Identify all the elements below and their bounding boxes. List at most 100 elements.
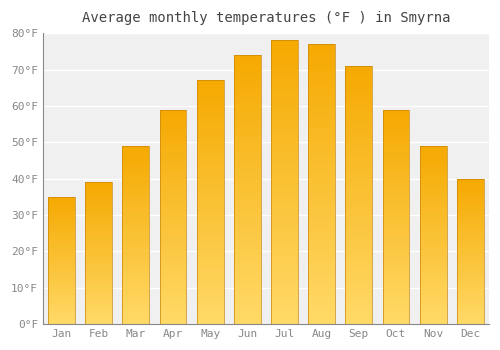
Bar — [420, 231, 446, 235]
Bar — [346, 319, 372, 324]
Bar — [346, 293, 372, 298]
Bar — [308, 167, 335, 173]
Bar — [234, 318, 260, 324]
Bar — [457, 257, 483, 260]
Bar — [197, 266, 224, 271]
Bar — [122, 271, 149, 274]
Bar — [86, 182, 112, 185]
Bar — [308, 296, 335, 302]
Bar — [382, 127, 409, 131]
Bar — [234, 179, 260, 184]
Bar — [457, 199, 483, 202]
Bar — [48, 210, 75, 212]
Bar — [234, 200, 260, 206]
Bar — [382, 208, 409, 212]
Bar — [197, 159, 224, 163]
Bar — [122, 146, 149, 149]
Bar — [48, 263, 75, 266]
Bar — [308, 89, 335, 95]
Bar — [308, 100, 335, 106]
Bar — [271, 86, 298, 92]
Bar — [457, 219, 483, 222]
Bar — [271, 211, 298, 216]
Bar — [271, 290, 298, 296]
Bar — [86, 270, 112, 273]
Bar — [86, 310, 112, 313]
Bar — [122, 295, 149, 299]
Bar — [457, 298, 483, 301]
Bar — [86, 182, 112, 324]
Bar — [271, 52, 298, 57]
Bar — [382, 182, 409, 187]
Bar — [122, 313, 149, 317]
Bar — [86, 219, 112, 222]
Bar — [420, 292, 446, 295]
Bar — [86, 265, 112, 267]
Bar — [122, 206, 149, 210]
Bar — [122, 306, 149, 310]
Bar — [234, 130, 260, 136]
Bar — [122, 171, 149, 174]
Bar — [160, 110, 186, 114]
Bar — [234, 249, 260, 254]
Bar — [48, 301, 75, 304]
Bar — [122, 210, 149, 214]
Bar — [271, 267, 298, 273]
Bar — [86, 216, 112, 219]
Bar — [197, 124, 224, 129]
Bar — [420, 164, 446, 167]
Bar — [234, 211, 260, 216]
Bar — [86, 199, 112, 202]
Bar — [382, 277, 409, 281]
Bar — [308, 190, 335, 195]
Bar — [457, 184, 483, 187]
Bar — [234, 286, 260, 292]
Bar — [160, 230, 186, 234]
Bar — [382, 217, 409, 221]
Bar — [346, 241, 372, 247]
Bar — [48, 228, 75, 230]
Bar — [197, 154, 224, 159]
Bar — [197, 236, 224, 241]
Bar — [160, 118, 186, 122]
Bar — [48, 266, 75, 268]
Bar — [457, 301, 483, 304]
Bar — [160, 260, 186, 264]
Bar — [86, 267, 112, 270]
Bar — [197, 197, 224, 202]
Bar — [382, 118, 409, 122]
Bar — [382, 303, 409, 307]
Bar — [346, 278, 372, 283]
Bar — [382, 148, 409, 153]
Bar — [160, 191, 186, 195]
Bar — [122, 235, 149, 239]
Bar — [382, 294, 409, 298]
Bar — [48, 288, 75, 291]
Bar — [234, 163, 260, 168]
Bar — [86, 321, 112, 324]
Bar — [160, 178, 186, 182]
Bar — [420, 149, 446, 153]
Bar — [457, 178, 483, 324]
Bar — [457, 304, 483, 307]
Bar — [48, 319, 75, 322]
Bar — [86, 256, 112, 259]
Bar — [346, 82, 372, 86]
Bar — [420, 249, 446, 253]
Bar — [86, 194, 112, 196]
Bar — [234, 232, 260, 238]
Bar — [457, 211, 483, 214]
Bar — [234, 206, 260, 211]
Bar — [122, 174, 149, 178]
Bar — [48, 322, 75, 324]
Bar — [48, 225, 75, 228]
Bar — [160, 187, 186, 191]
Bar — [197, 295, 224, 300]
Bar — [271, 239, 298, 245]
Bar — [346, 92, 372, 97]
Bar — [160, 114, 186, 118]
Bar — [234, 243, 260, 249]
Bar — [420, 235, 446, 239]
Bar — [122, 242, 149, 246]
Bar — [382, 131, 409, 135]
